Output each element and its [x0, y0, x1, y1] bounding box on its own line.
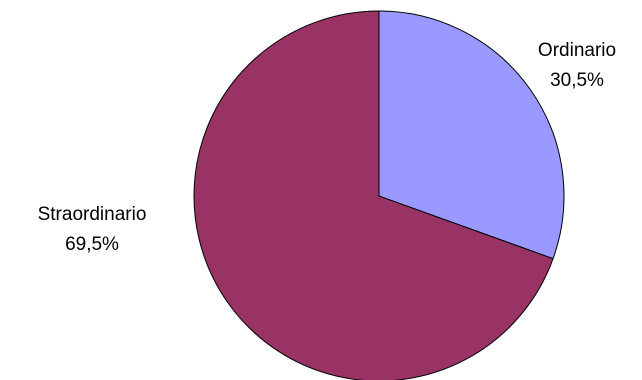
slice-value-ordinario: 30,5% — [550, 70, 604, 91]
pie-labels: Ordinario 30,5% Straordinario 69,5% — [38, 40, 616, 255]
pie-slice-ordinario — [378, 10, 565, 260]
pie-slices — [193, 10, 565, 380]
slice-name-straordinario: Straordinario — [38, 204, 147, 225]
slice-name-ordinario: Ordinario — [538, 40, 616, 61]
slice-value-straordinario: 69,5% — [65, 234, 119, 255]
pie-slice-straordinario — [193, 10, 554, 380]
